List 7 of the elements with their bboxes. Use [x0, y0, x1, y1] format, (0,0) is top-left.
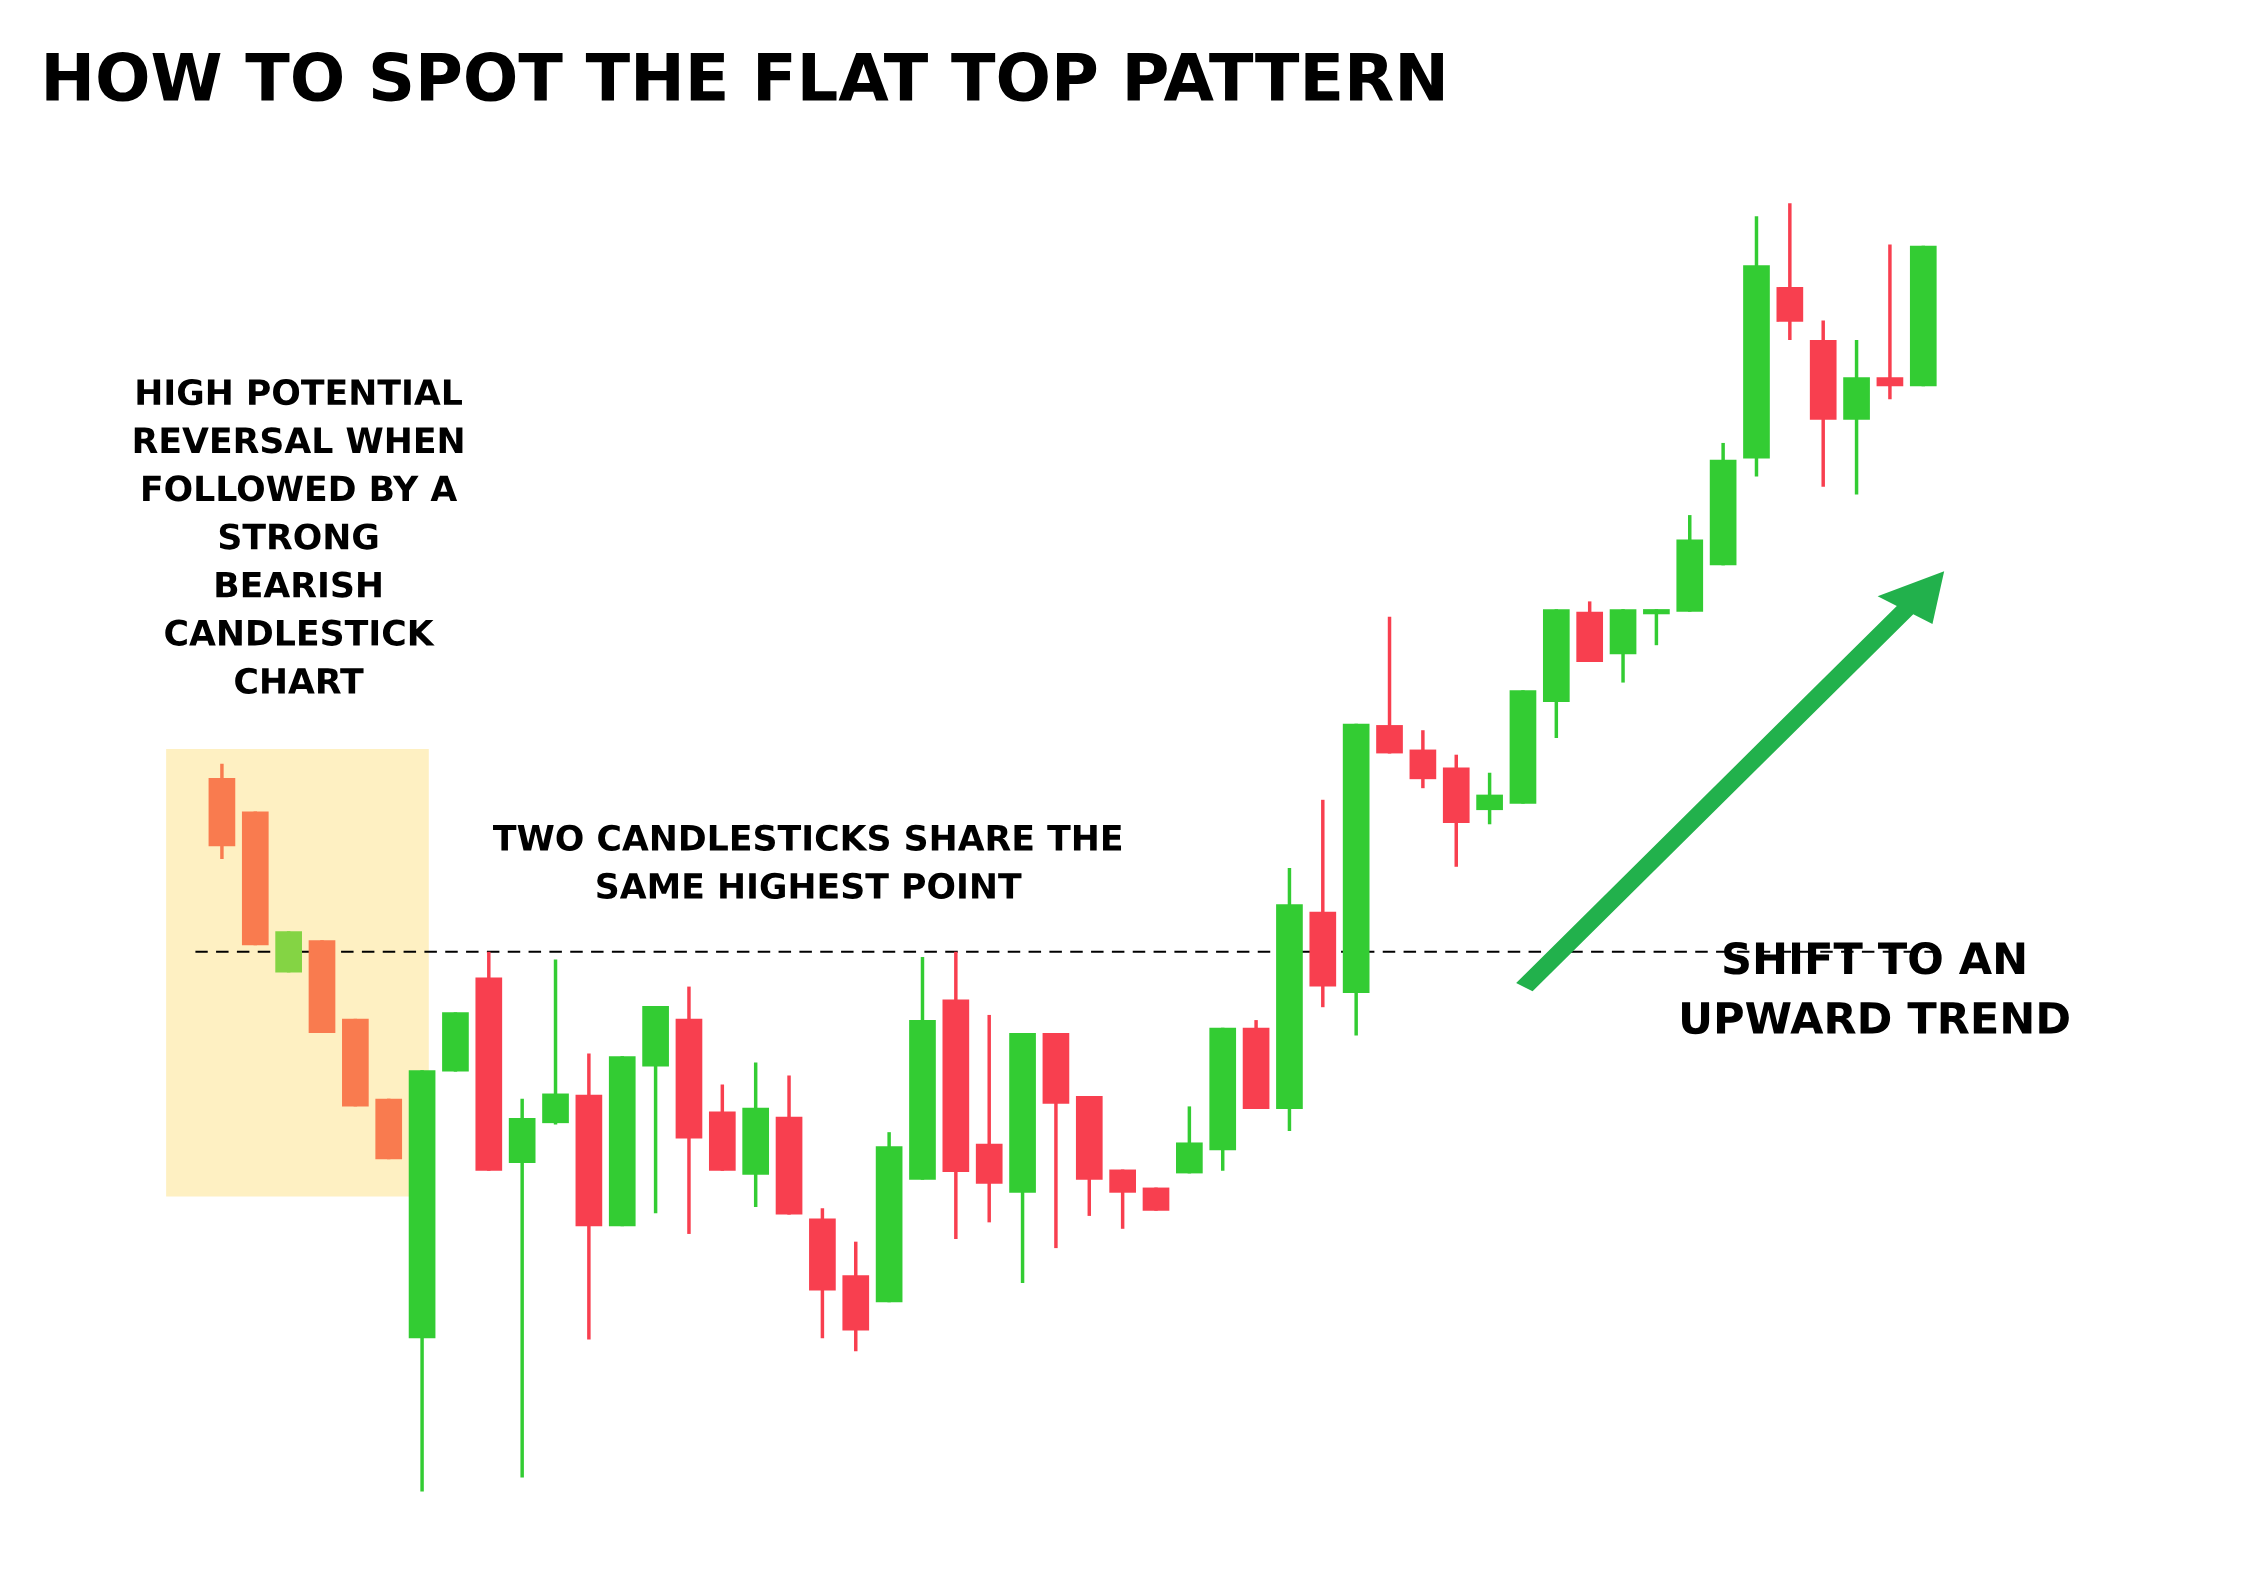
chart-title: HOW TO SPOT THE FLAT TOP PATTERN [46, 52, 1443, 102]
annotation: TWO CANDLESTICKS SHARE THE SAME HIGHEST POINT [493, 824, 1122, 900]
annotation: HIGH POTENTIAL REVERSAL WHEN FOLLOWED BY A STRONG BEARISH CANDLESTICK CHART [134, 379, 463, 694]
annotation: SHIFT TO AN UPWARD TREND [1682, 941, 2069, 1035]
candlestick [508, 1098, 536, 1478]
candlestick [1876, 244, 1904, 400]
candlestick [1643, 609, 1670, 646]
